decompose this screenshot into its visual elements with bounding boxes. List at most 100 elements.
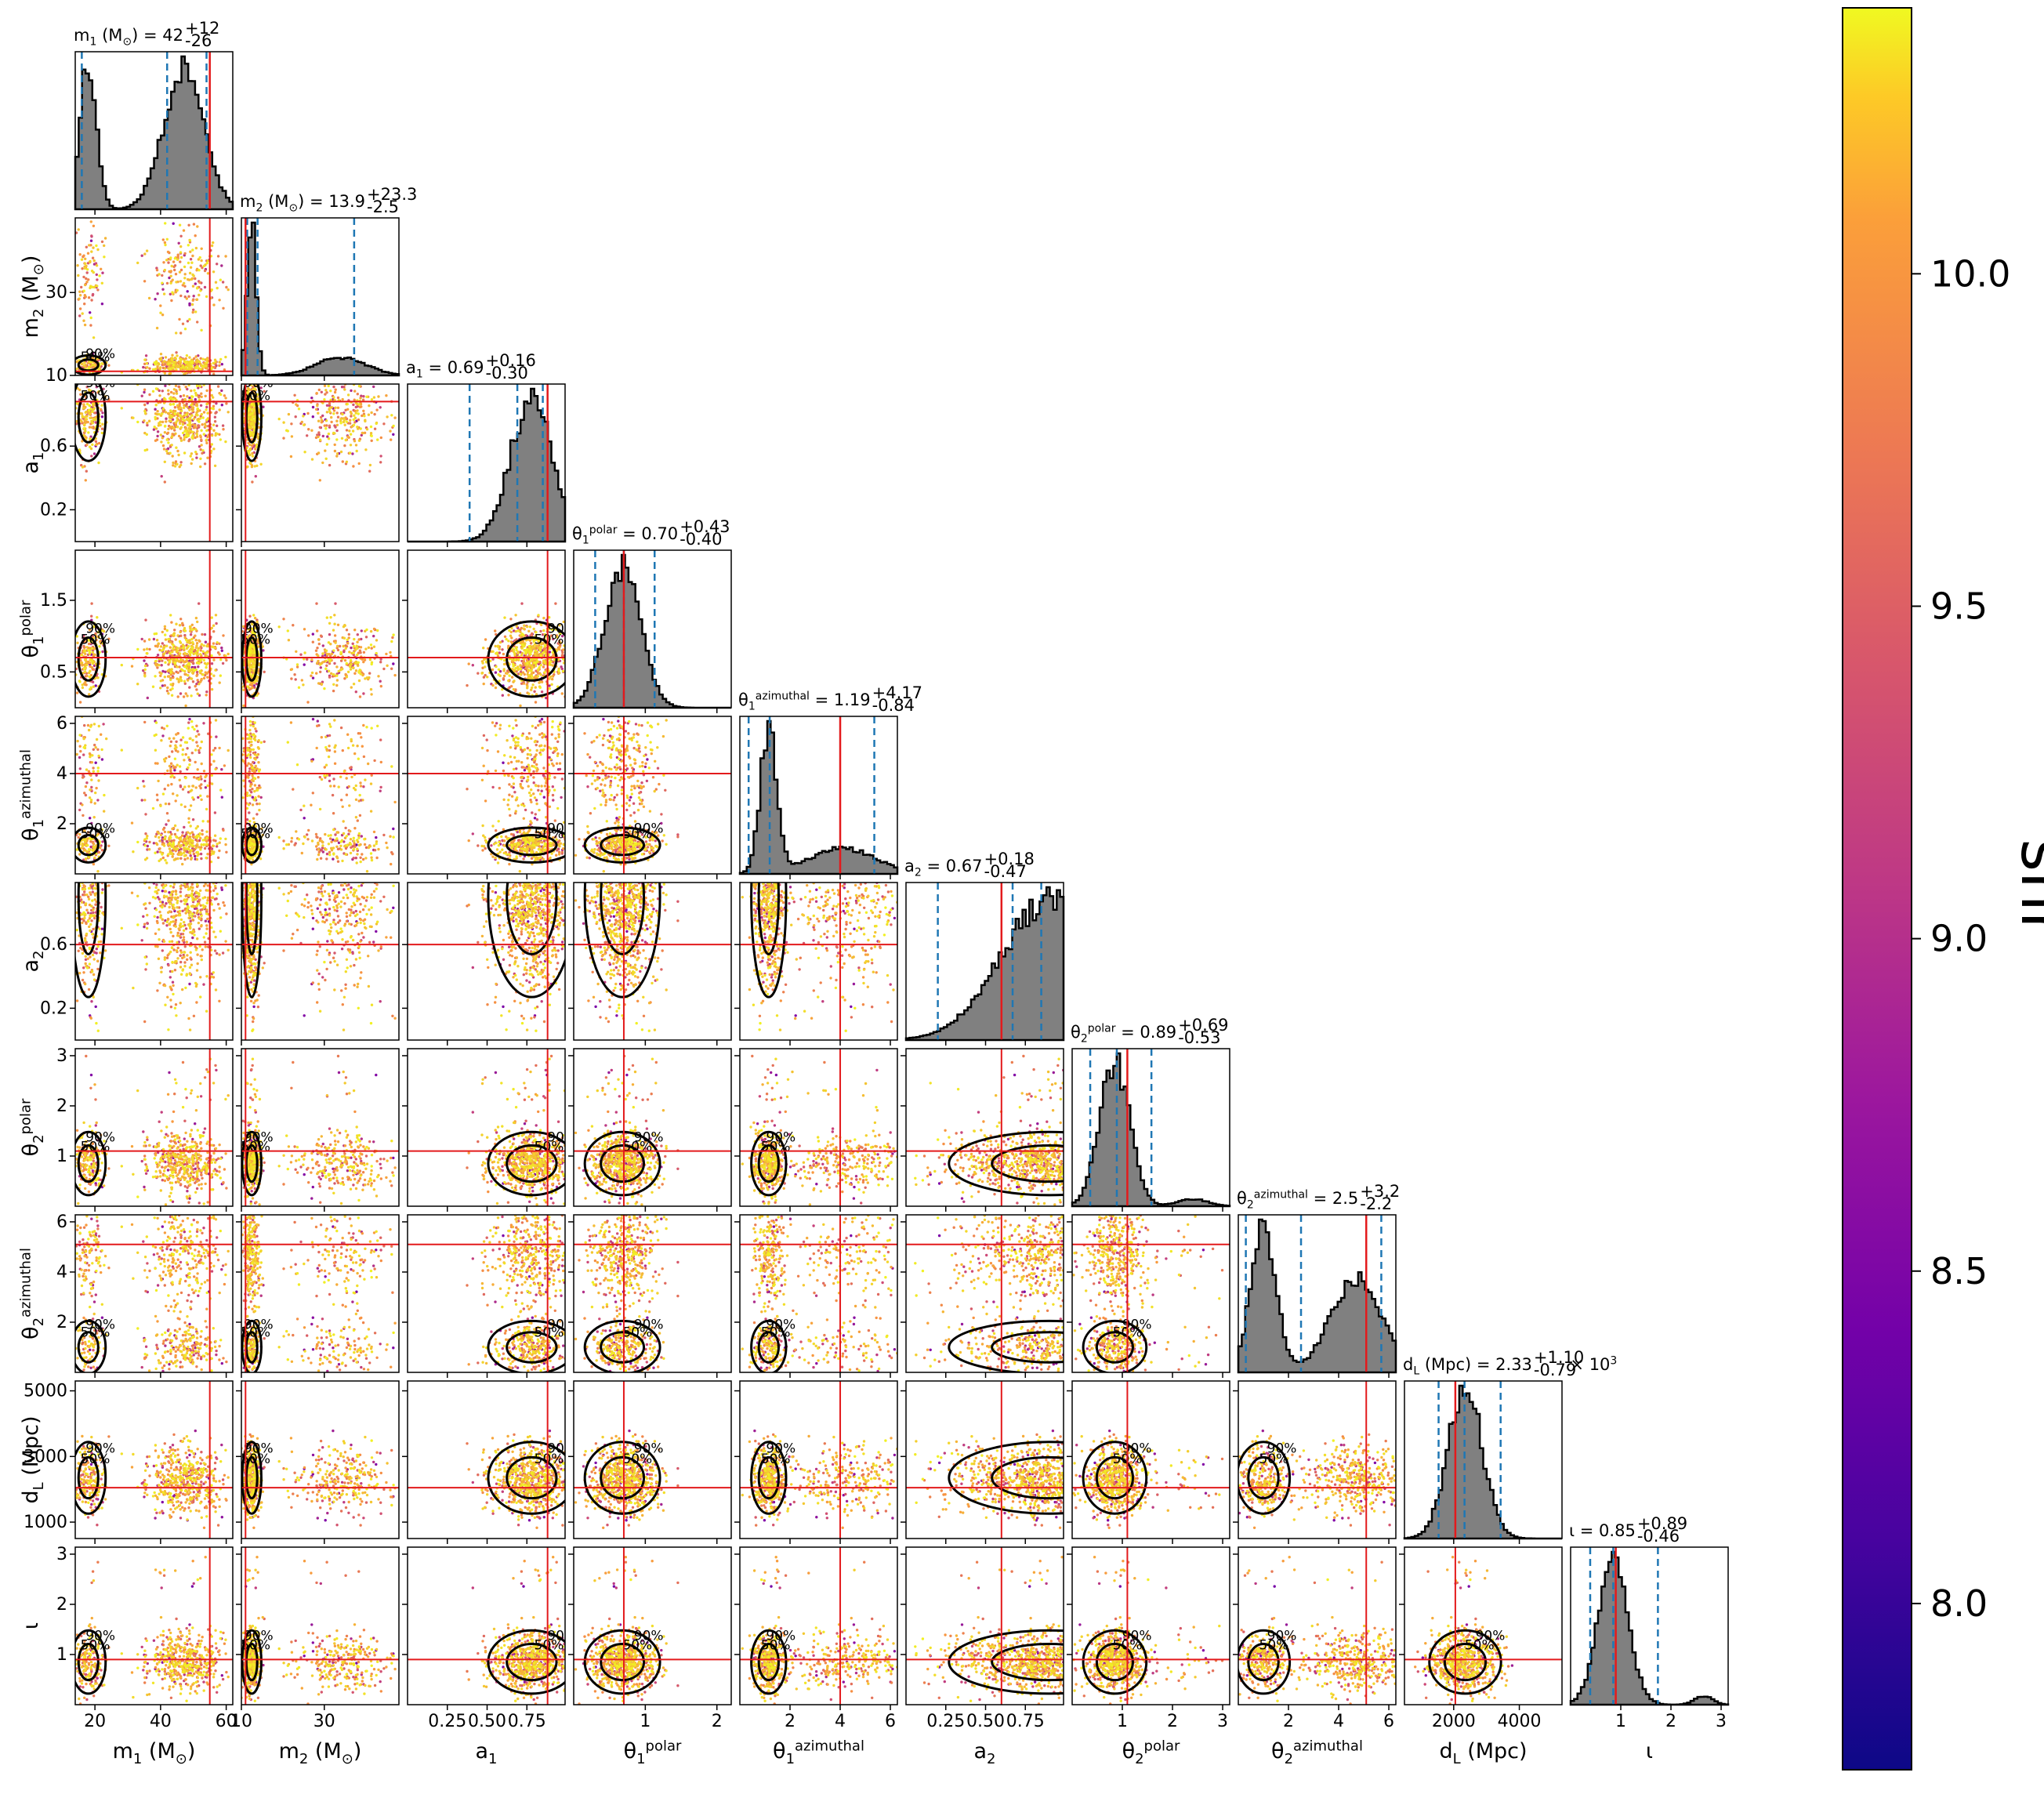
scatter-point: [559, 632, 562, 636]
scatter-point: [176, 354, 179, 357]
scatter-point: [343, 658, 347, 662]
scatter-point: [88, 796, 92, 799]
scatter-point: [96, 278, 99, 281]
scatter-point: [90, 785, 93, 789]
scatter-point: [210, 244, 214, 248]
scatter-point: [159, 433, 162, 437]
scatter-point: [204, 425, 207, 429]
scatter-point: [195, 287, 199, 290]
scatter-point: [78, 853, 82, 856]
scatter-point: [352, 418, 355, 422]
scatter-point: [553, 658, 556, 661]
scatter-point: [222, 828, 225, 832]
scatter-point: [178, 317, 181, 321]
scatter-point: [510, 636, 513, 640]
scatter-point: [209, 645, 213, 648]
contour-50pct: [77, 636, 100, 682]
scatter-point: [306, 701, 310, 704]
scatter-point: [159, 311, 162, 314]
scatter-point: [157, 424, 161, 427]
scatter-point: [186, 653, 189, 656]
scatter-point: [94, 746, 97, 749]
scatter-point: [169, 367, 172, 370]
scatter-point: [332, 672, 335, 676]
scatter-point: [188, 239, 192, 242]
scatter-point: [356, 653, 359, 657]
scatter-point: [201, 357, 205, 361]
scatter-point: [163, 625, 167, 628]
scatter-point: [166, 250, 170, 254]
scatter-point: [542, 651, 545, 654]
scatter-point: [310, 429, 313, 432]
scatter-point: [89, 788, 92, 792]
scatter-point: [535, 644, 538, 647]
scatter-point: [543, 643, 547, 647]
scatter-point: [286, 430, 289, 433]
contour-label: 90%: [85, 346, 115, 362]
scatter-point: [300, 679, 303, 682]
scatter-point: [547, 625, 551, 629]
scatter-point: [201, 829, 204, 832]
scatter-point: [205, 364, 208, 368]
scatter-point: [169, 850, 172, 853]
scatter-point: [191, 423, 194, 426]
scatter-point: [196, 730, 199, 733]
scatter-point: [303, 651, 306, 654]
scatter-point: [163, 372, 167, 375]
scatter-point: [311, 632, 314, 636]
scatter-point: [100, 415, 104, 419]
scatter-point: [247, 426, 251, 429]
scatter-point: [551, 664, 554, 667]
scatter-point: [253, 661, 256, 665]
scatter-point: [204, 775, 207, 779]
scatter-point: [88, 360, 92, 363]
scatter-point: [364, 636, 368, 639]
scatter-point: [188, 430, 191, 433]
scatter-point: [157, 642, 161, 645]
scatter-point: [544, 635, 547, 638]
scatter-point: [78, 680, 82, 683]
scatter-point: [523, 672, 526, 676]
scatter-point: [251, 451, 254, 455]
scatter-point: [85, 850, 89, 854]
scatter-point: [145, 647, 149, 651]
scatter-point: [143, 664, 147, 668]
scatter-point: [362, 651, 366, 654]
scatter-point: [198, 445, 201, 448]
scatter-point: [102, 723, 105, 726]
scatter-point: [80, 412, 84, 415]
scatter-point: [175, 351, 178, 354]
scatter-point: [215, 622, 218, 625]
scatter-point: [247, 407, 250, 410]
scatter-point: [183, 422, 187, 425]
scatter-point: [194, 634, 197, 637]
scatter-point: [223, 368, 227, 372]
scatter-point: [201, 365, 205, 368]
scatter-point: [528, 663, 531, 667]
scatter-point: [393, 416, 397, 419]
scatter-point: [181, 788, 185, 791]
scatter-point: [562, 620, 565, 624]
scatter-point: [372, 645, 376, 648]
scatter-point: [317, 435, 320, 438]
scatter-point: [161, 444, 165, 448]
scatter-point: [155, 268, 159, 272]
scatter-point: [204, 394, 207, 397]
scatter-point: [107, 844, 111, 848]
scatter-point: [89, 800, 93, 804]
scatter-point: [145, 249, 149, 252]
scatter-point: [80, 420, 83, 423]
scatter-point: [218, 849, 221, 853]
scatter-point: [307, 634, 310, 637]
scatter-point: [148, 393, 151, 397]
scatter-point: [317, 419, 321, 422]
scatter-point: [377, 675, 380, 678]
scatter-point: [167, 427, 170, 431]
scatter-point: [85, 768, 89, 771]
scatter-point: [200, 392, 203, 395]
scatter-point: [365, 676, 369, 680]
scatter-point: [213, 746, 217, 750]
scatter-point: [219, 278, 222, 281]
scatter-point: [154, 361, 158, 364]
scatter-point: [161, 726, 164, 730]
